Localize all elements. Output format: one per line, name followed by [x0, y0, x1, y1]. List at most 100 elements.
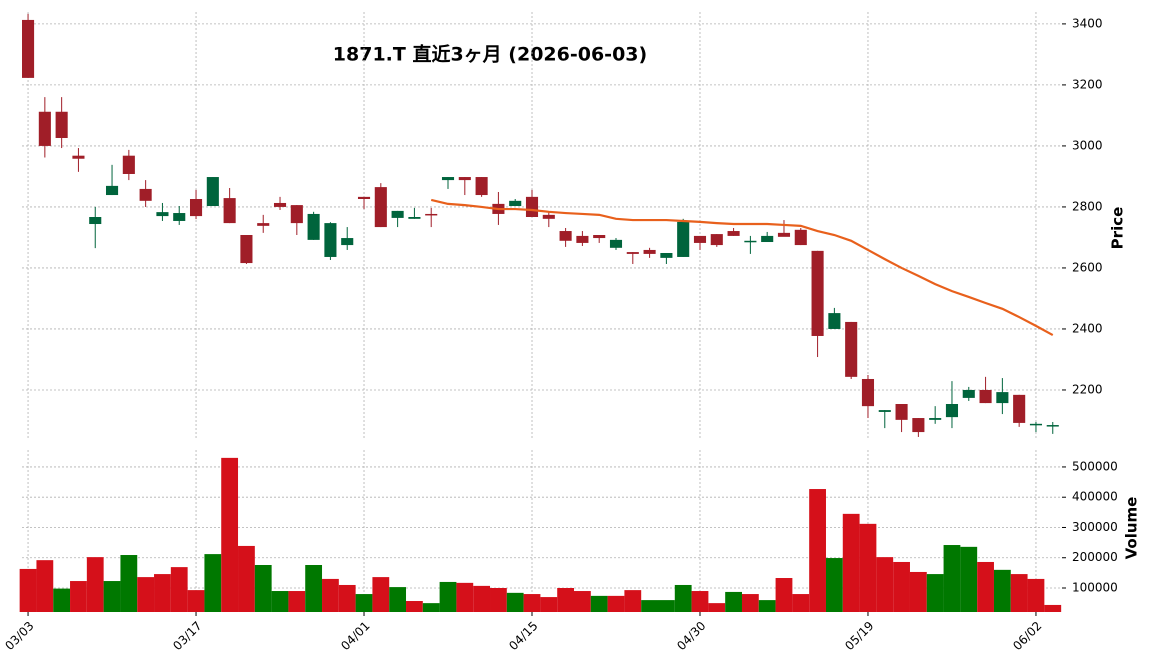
candle-body: [677, 221, 690, 257]
volume-bar: [1010, 574, 1028, 612]
candle-body: [425, 213, 438, 216]
candle-body: [660, 252, 673, 258]
candle-body: [273, 202, 287, 207]
volume-bar: [741, 594, 759, 612]
candle-body: [223, 198, 236, 224]
candle-body: [744, 240, 757, 243]
candle-body: [626, 252, 639, 254]
y-tick-label: 2800: [1072, 199, 1103, 213]
volume-bar: [439, 581, 457, 612]
candle-body: [173, 213, 186, 221]
volume-bar: [725, 591, 742, 612]
volume-bar: [859, 523, 877, 612]
volume-bar: [825, 558, 843, 612]
candle-body: [761, 235, 774, 243]
volume-bar: [456, 582, 474, 612]
volume-bar: [36, 560, 54, 612]
candle-body: [777, 232, 791, 237]
moving-average-line: [430, 198, 1054, 337]
candle-body: [307, 213, 320, 240]
volume-bar: [993, 569, 1011, 612]
volume-bar: [540, 597, 558, 612]
candle-body: [458, 177, 471, 181]
candle-body: [811, 250, 824, 336]
candle-body: [55, 111, 68, 138]
volume-bar: [926, 574, 944, 612]
volume-bar: [691, 591, 709, 612]
volume-bar: [590, 595, 608, 612]
volume-bar: [70, 581, 87, 612]
volume-bar: [624, 590, 642, 612]
candle-body: [374, 187, 387, 228]
x-tick-label: 04/15: [506, 619, 540, 653]
volume-bar: [422, 603, 440, 612]
candle-body: [525, 196, 539, 218]
volume-tick-label: 100000: [1072, 581, 1118, 595]
candle-body: [156, 212, 169, 217]
candle-body: [962, 389, 975, 398]
candle-body: [710, 234, 723, 246]
candle-body: [441, 177, 455, 181]
candle-body: [945, 404, 959, 418]
candle-body: [727, 231, 740, 236]
y-tick-label: 2600: [1072, 260, 1103, 274]
volume-axis-label: Volume: [1123, 497, 1141, 560]
volume-tick-label: 400000: [1072, 490, 1118, 504]
volume-bar: [19, 568, 37, 612]
candle-body: [576, 235, 589, 243]
y-tick-label: 3000: [1072, 138, 1103, 152]
volume-bar: [557, 588, 575, 612]
volume-bar: [674, 584, 692, 612]
candle-body: [509, 200, 522, 207]
volume-bar: [355, 594, 373, 612]
y-tick-label: 3400: [1072, 16, 1103, 30]
candle-body: [593, 234, 606, 239]
volume-bar: [271, 591, 289, 612]
candle-body: [290, 205, 303, 224]
volume-bar: [154, 574, 171, 612]
candle-body: [794, 229, 807, 246]
candle-body: [1029, 423, 1043, 426]
volume-bar: [204, 554, 222, 612]
candle-body: [341, 238, 354, 246]
candle-body: [912, 418, 925, 433]
candle-body: [542, 214, 555, 219]
candle-body: [929, 418, 942, 420]
volume-bar: [288, 591, 306, 612]
volume-bar: [909, 571, 927, 612]
x-tick-label: 04/01: [338, 619, 372, 653]
volume-bar: [607, 595, 625, 612]
volume-bar: [792, 594, 810, 612]
x-tick-label: 03/17: [170, 619, 204, 653]
x-tick-label: 03/03: [2, 619, 36, 653]
candle-body: [72, 155, 85, 159]
volume-bar: [1044, 604, 1062, 612]
volume-tick-label: 300000: [1072, 520, 1118, 534]
volume-bar: [893, 561, 910, 612]
volume-bar: [523, 594, 541, 612]
volume-bar: [574, 591, 591, 612]
volume-bar: [657, 600, 675, 612]
volume-bar: [708, 603, 726, 612]
volume-bar: [103, 581, 121, 612]
candle-body: [559, 231, 572, 241]
candle-body: [391, 210, 404, 218]
volume-bar: [406, 601, 423, 612]
volume-bar: [338, 584, 356, 612]
volume-bar: [490, 588, 507, 612]
price-axis-label: Price: [1109, 207, 1127, 250]
volume-bar: [53, 588, 71, 612]
candle-body: [996, 392, 1009, 404]
candle-body: [22, 19, 35, 78]
candle-body: [38, 111, 51, 146]
candle-body: [828, 313, 841, 329]
volume-bar: [775, 578, 793, 612]
candle-body: [324, 223, 337, 257]
candle-body: [693, 235, 707, 243]
volume-bar: [372, 577, 390, 612]
volume-bar: [305, 565, 323, 612]
candle-body: [979, 389, 992, 404]
x-tick-label: 06/02: [1010, 619, 1044, 653]
x-tick-label: 05/19: [842, 619, 876, 653]
